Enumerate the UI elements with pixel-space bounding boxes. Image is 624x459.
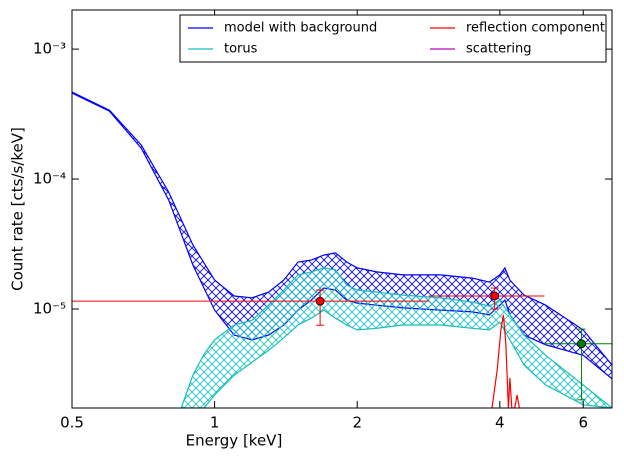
band-hatch xyxy=(72,92,612,379)
band-edge xyxy=(180,267,612,408)
legend-label: scattering xyxy=(466,42,532,57)
y-tick-label: 10⁻⁴ xyxy=(33,170,66,188)
data-point xyxy=(315,296,325,306)
x-tick-label: 1 xyxy=(210,414,220,432)
data-point xyxy=(490,291,500,301)
legend-box xyxy=(179,14,607,63)
band-hatch xyxy=(181,267,612,408)
x-axis-label: Energy [keV] xyxy=(186,432,283,450)
plot-frame xyxy=(71,9,613,409)
x-tick-label: 4 xyxy=(495,414,505,432)
legend-label: reflection component xyxy=(466,21,605,36)
x-tick-label: 0.5 xyxy=(60,414,84,432)
band-edge xyxy=(181,309,612,408)
legend-label: model with background xyxy=(224,21,377,36)
plot-area xyxy=(72,91,612,408)
y-tick-label: 10⁻⁵ xyxy=(33,299,66,317)
data-point xyxy=(577,339,586,349)
y-axis-label: Count rate [cts/s/keV] xyxy=(9,127,27,291)
x-tick-label: 2 xyxy=(352,414,362,432)
line xyxy=(491,314,520,408)
band-edge xyxy=(72,91,612,366)
x-tick-label: 6 xyxy=(578,414,588,432)
legend-label: torus xyxy=(224,42,258,57)
y-tick-label: 10⁻³ xyxy=(33,40,66,58)
